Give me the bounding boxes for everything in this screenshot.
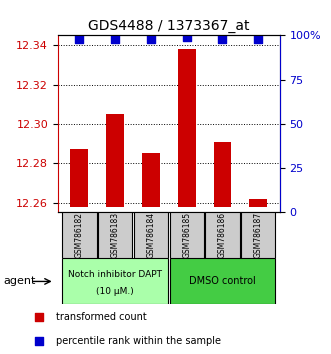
FancyBboxPatch shape xyxy=(241,212,275,258)
Point xyxy=(184,34,189,40)
FancyBboxPatch shape xyxy=(205,212,240,258)
Text: GSM786183: GSM786183 xyxy=(111,212,119,258)
Bar xyxy=(71,149,88,206)
FancyBboxPatch shape xyxy=(169,212,204,258)
FancyBboxPatch shape xyxy=(169,258,275,304)
Text: GSM786184: GSM786184 xyxy=(146,212,156,258)
FancyBboxPatch shape xyxy=(62,258,168,304)
Text: (10 μM.): (10 μM.) xyxy=(96,287,134,296)
Point xyxy=(148,36,154,42)
Bar xyxy=(142,153,160,206)
Text: transformed count: transformed count xyxy=(56,312,147,322)
Point xyxy=(113,36,118,42)
Text: Notch inhibitor DAPT: Notch inhibitor DAPT xyxy=(68,270,162,279)
Point xyxy=(256,36,261,42)
Text: GSM786186: GSM786186 xyxy=(218,212,227,258)
Title: GDS4488 / 1373367_at: GDS4488 / 1373367_at xyxy=(88,19,250,33)
Bar xyxy=(213,142,231,206)
Point xyxy=(77,36,82,42)
Text: agent: agent xyxy=(3,276,36,286)
Bar xyxy=(178,49,196,206)
Bar xyxy=(106,114,124,206)
Bar xyxy=(249,199,267,206)
Point xyxy=(221,241,226,247)
FancyBboxPatch shape xyxy=(134,212,168,258)
Text: percentile rank within the sample: percentile rank within the sample xyxy=(56,336,221,346)
FancyBboxPatch shape xyxy=(98,212,132,258)
FancyBboxPatch shape xyxy=(62,212,97,258)
Text: DMSO control: DMSO control xyxy=(189,276,256,286)
Text: GSM786182: GSM786182 xyxy=(75,212,84,258)
Text: GSM786185: GSM786185 xyxy=(182,212,191,258)
Point xyxy=(220,36,225,42)
Text: GSM786187: GSM786187 xyxy=(254,212,263,258)
Point xyxy=(221,25,226,31)
